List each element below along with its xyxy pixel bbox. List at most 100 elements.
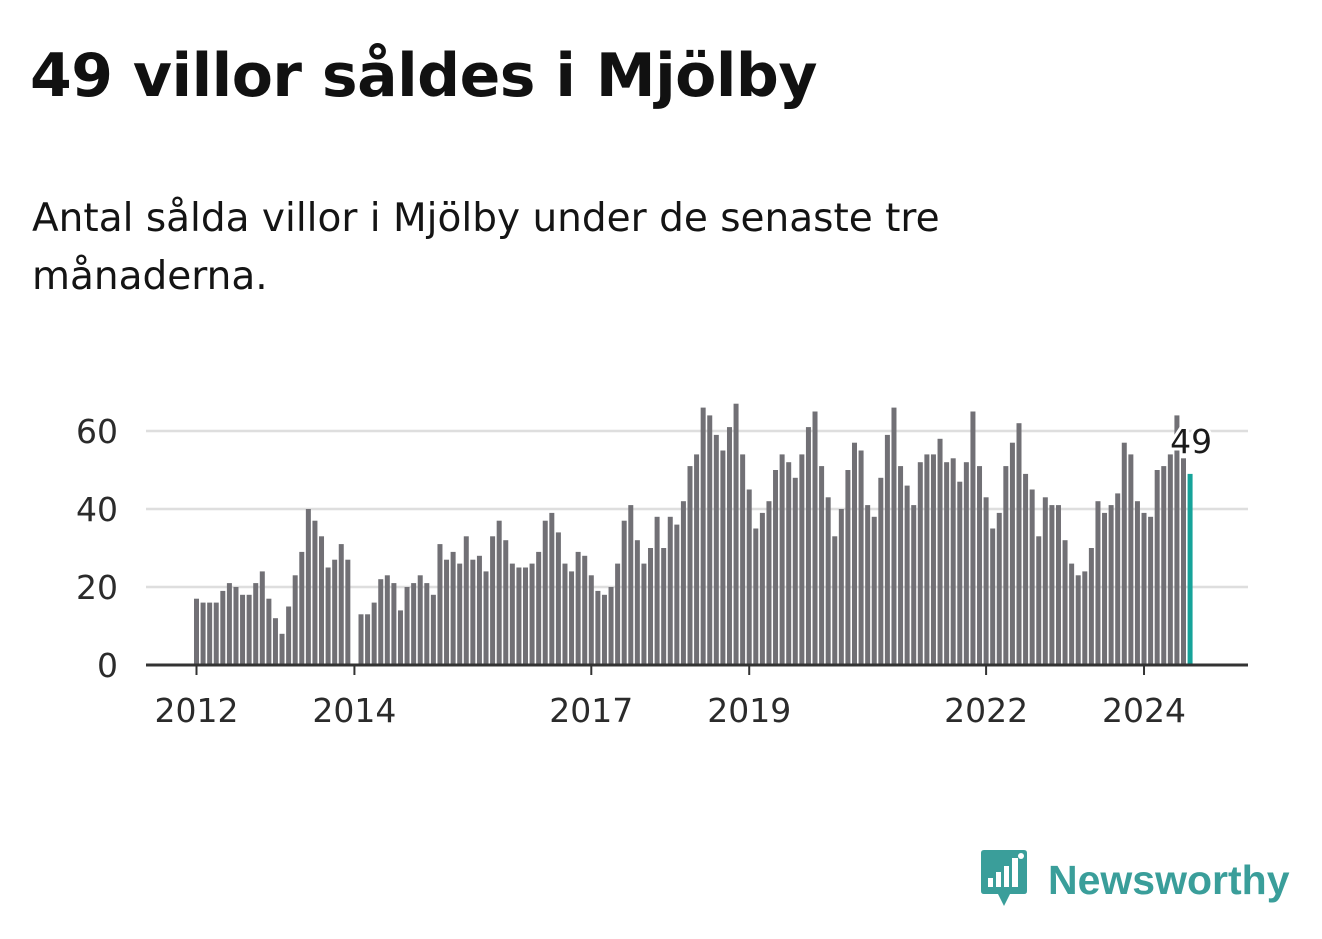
y-tick-label: 20 [76, 568, 118, 607]
bar [1167, 454, 1173, 665]
bar [680, 501, 686, 665]
bar [805, 427, 811, 665]
bar [977, 466, 983, 665]
bar [937, 438, 943, 665]
bar [1029, 489, 1035, 665]
bar [417, 575, 423, 665]
bar [766, 501, 772, 665]
bar [457, 563, 463, 665]
bar [490, 536, 496, 665]
bar [713, 434, 719, 665]
bar [430, 594, 436, 665]
brand-name: Newsworthy [1048, 856, 1290, 903]
bar [384, 575, 390, 665]
bar [213, 602, 219, 665]
bar [773, 470, 779, 665]
bar [621, 520, 627, 665]
bar [746, 489, 752, 665]
bar [891, 407, 897, 665]
bar [1134, 501, 1140, 665]
bar [753, 528, 759, 665]
x-tick-label: 2024 [1102, 691, 1186, 730]
bar [450, 551, 456, 665]
bar [437, 544, 443, 665]
bar [996, 512, 1002, 665]
x-tick-label: 2014 [312, 691, 396, 730]
bar [444, 559, 450, 665]
bar [207, 602, 213, 665]
bar [911, 505, 917, 665]
bar [661, 548, 667, 665]
bar [246, 594, 252, 665]
bar [220, 590, 226, 665]
bar [694, 454, 700, 665]
bar [404, 587, 410, 665]
bar [253, 583, 259, 665]
bar [917, 462, 923, 665]
bar [503, 540, 509, 665]
bar [286, 606, 292, 665]
bar [898, 466, 904, 665]
bar [1062, 540, 1068, 665]
bar [1174, 415, 1180, 665]
bar [1042, 497, 1048, 665]
bar [319, 536, 325, 665]
bar [1108, 505, 1114, 665]
bar [845, 470, 851, 665]
bar [575, 551, 581, 665]
bar [483, 571, 489, 665]
bar [509, 563, 515, 665]
bar [1075, 575, 1081, 665]
bar [1003, 466, 1009, 665]
bar [608, 587, 614, 665]
bar [476, 555, 482, 665]
bar [496, 520, 502, 665]
data-label-highlight: 49 [1170, 422, 1212, 461]
bar-chart: 0 20 40 60 2012 2014 2017 2019 2022 2024 49 [76, 403, 1248, 730]
bar [1161, 466, 1167, 665]
bar [759, 512, 765, 665]
bar [1016, 423, 1022, 665]
bar [259, 571, 265, 665]
chart-subtitle: Antal sålda villor i Mjölby under de sen… [32, 196, 940, 299]
bar [569, 571, 575, 665]
bar [667, 516, 673, 665]
axes [146, 663, 1248, 675]
bar [529, 563, 535, 665]
bar [871, 516, 877, 665]
x-tick-label: 2012 [155, 691, 239, 730]
bar [226, 583, 232, 665]
bar [1082, 571, 1088, 665]
bar [194, 598, 199, 665]
bar [852, 442, 857, 665]
bar [904, 485, 910, 665]
bar [634, 540, 640, 665]
bar [391, 583, 397, 665]
bar [266, 598, 272, 665]
bar [957, 481, 963, 665]
x-tick-label: 2022 [944, 691, 1028, 730]
bar [378, 579, 384, 665]
bar [1088, 548, 1094, 665]
x-tick-label: 2019 [707, 691, 791, 730]
y-tick-label: 40 [76, 490, 118, 529]
bar [799, 454, 805, 665]
bar [1009, 442, 1015, 665]
bar [786, 462, 792, 665]
bar [779, 454, 785, 665]
bar [470, 559, 476, 665]
bar [641, 563, 647, 665]
bar [305, 509, 311, 665]
bar [700, 407, 706, 665]
bar [582, 555, 588, 665]
bar [332, 559, 338, 665]
bar [523, 567, 528, 665]
newsworthy-logo: Newsworthy [980, 848, 1290, 912]
bar [240, 594, 246, 665]
bar [950, 458, 956, 665]
bar [601, 594, 607, 665]
bar [1023, 473, 1029, 665]
bar [279, 633, 285, 665]
bar [463, 536, 469, 665]
bar [371, 602, 377, 665]
